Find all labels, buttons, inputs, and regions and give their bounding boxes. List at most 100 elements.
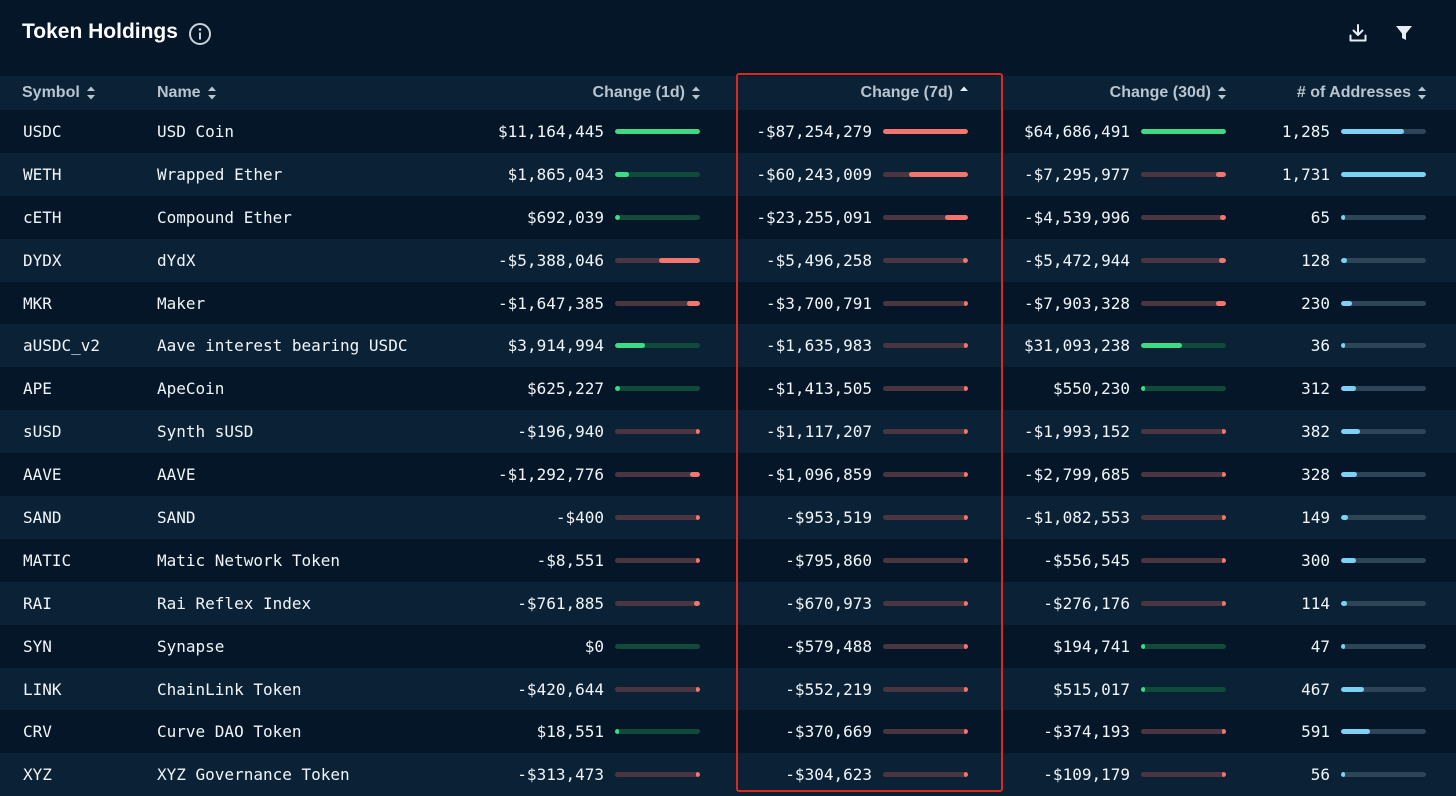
table-row[interactable]: WETH Wrapped Ether $1,865,043 -$60,243,009 -… xyxy=(0,152,1456,196)
table-row[interactable]: LINK ChainLink Token -$420,644 -$552,219 $51… xyxy=(0,667,1456,711)
table-row[interactable]: cETH Compound Ether $692,039 -$23,255,091 -$… xyxy=(0,195,1456,239)
address-count-bar xyxy=(1341,772,1426,778)
change-1d-value: -$400 xyxy=(555,507,604,527)
filter-button[interactable] xyxy=(1391,20,1417,46)
change-1d-value: -$420,644 xyxy=(517,679,604,699)
token-symbol: WETH xyxy=(23,164,62,184)
token-symbol: SYN xyxy=(23,636,52,656)
change-30d-value: -$276,176 xyxy=(1043,593,1130,613)
token-symbol: USDC xyxy=(23,121,62,141)
table-row[interactable]: SYN Synapse $0 -$579,488 $194,741 47 xyxy=(0,624,1456,668)
change-30d-bar-fill xyxy=(1141,129,1226,134)
address-count-bar-fill xyxy=(1341,386,1357,392)
change-7d-bar-fill xyxy=(964,772,968,778)
change-7d-bar xyxy=(883,472,968,478)
change-30d-value: -$7,295,977 xyxy=(1024,164,1130,184)
address-count-bar xyxy=(1341,257,1426,263)
change-1d-bar xyxy=(615,214,700,220)
table-row[interactable]: USDC USD Coin $11,164,445 -$87,254,279 $64,6… xyxy=(0,110,1456,153)
info-icon[interactable] xyxy=(188,22,212,46)
change-30d-bar xyxy=(1141,686,1226,692)
address-count-bar xyxy=(1341,171,1426,177)
table-row[interactable]: SAND SAND -$400 -$953,519 -$1,082,553 149 xyxy=(0,496,1456,539)
change-30d-bar xyxy=(1141,214,1226,220)
table-row[interactable]: DYDX dYdX -$5,388,046 -$5,496,258 -$5,472,94… xyxy=(0,238,1456,282)
change-1d-value: -$196,940 xyxy=(517,422,604,442)
table-row[interactable]: RAI Rai Reflex Index -$761,885 -$670,973 -$2… xyxy=(0,581,1456,625)
address-count-bar xyxy=(1341,729,1426,735)
change-1d-bar-fill xyxy=(615,129,700,134)
change-30d-bar-fill xyxy=(1216,171,1226,177)
change-30d-bar-fill xyxy=(1215,300,1226,306)
panel-header: Token Holdings xyxy=(0,0,1456,76)
token-name: Rai Reflex Index xyxy=(157,593,312,613)
change-7d-value: -$1,413,505 xyxy=(766,379,872,399)
token-name: Synth sUSD xyxy=(157,422,254,442)
column-header-name[interactable]: Name xyxy=(157,76,357,110)
change-30d-bar-fill xyxy=(1222,772,1226,778)
change-30d-value: -$1,082,553 xyxy=(1024,507,1130,527)
change-30d-value: -$4,539,996 xyxy=(1024,207,1130,227)
address-count: 128 xyxy=(1301,250,1330,270)
column-header-change-7d[interactable]: Change (7d) xyxy=(740,76,969,110)
change-7d-bar xyxy=(883,343,968,349)
address-count-bar-fill xyxy=(1341,171,1426,177)
change-30d-bar-fill xyxy=(1141,386,1145,392)
table-row[interactable]: CRV Curve DAO Token $18,551 -$370,669 -$374,… xyxy=(0,710,1456,754)
change-30d-bar xyxy=(1141,729,1226,735)
address-count-bar-fill xyxy=(1341,643,1345,649)
sort-icon xyxy=(86,86,95,100)
change-1d-value: $3,914,994 xyxy=(507,336,604,356)
token-symbol: sUSD xyxy=(23,422,62,442)
change-1d-value: $625,227 xyxy=(526,379,604,399)
table-row[interactable]: sUSD Synth sUSD -$196,940 -$1,117,207 -$1,99… xyxy=(0,410,1456,454)
change-30d-value: -$374,193 xyxy=(1043,722,1130,742)
download-icon xyxy=(1349,24,1367,42)
change-7d-bar xyxy=(883,257,968,263)
table-row[interactable]: MKR Maker -$1,647,385 -$3,700,791 -$7,903,32… xyxy=(0,281,1456,325)
change-7d-bar-fill xyxy=(883,129,968,134)
column-header-symbol[interactable]: Symbol xyxy=(22,76,142,110)
token-symbol: AAVE xyxy=(23,465,62,485)
token-name: dYdX xyxy=(157,250,196,270)
table-row[interactable]: XYZ XYZ Governance Token -$313,473 -$304,62… xyxy=(0,753,1456,796)
change-1d-bar-fill xyxy=(696,686,700,692)
table-row[interactable]: APE ApeCoin $625,227 -$1,413,505 $550,230 312 xyxy=(0,367,1456,411)
address-count: 312 xyxy=(1301,379,1330,399)
change-30d-bar-fill xyxy=(1218,257,1226,263)
change-7d-value: -$1,635,983 xyxy=(766,336,872,356)
change-7d-value: -$5,496,258 xyxy=(766,250,872,270)
address-count-bar xyxy=(1341,643,1426,649)
change-7d-value: -$552,219 xyxy=(785,679,872,699)
address-count: 1,731 xyxy=(1281,164,1330,184)
address-count-bar-fill xyxy=(1341,343,1345,349)
token-name: Aave interest bearing USDC xyxy=(157,336,408,356)
sort-ascending-icon xyxy=(960,86,968,91)
address-count: 114 xyxy=(1301,593,1330,613)
change-30d-value: $194,741 xyxy=(1052,636,1130,656)
change-1d-value: -$5,388,046 xyxy=(498,250,604,270)
address-count: 300 xyxy=(1301,550,1330,570)
column-header-addresses-label: # of Addresses xyxy=(1296,84,1411,101)
change-30d-bar xyxy=(1141,557,1226,563)
table-row[interactable]: aUSDC_v2 Aave interest bearing USDC $3,914… xyxy=(0,324,1456,368)
column-header-change-1d[interactable]: Change (1d) xyxy=(440,76,701,110)
change-7d-bar xyxy=(883,557,968,563)
column-header-change-30d[interactable]: Change (30d) xyxy=(1010,76,1227,110)
address-count-bar xyxy=(1341,129,1426,134)
change-1d-bar-fill xyxy=(696,429,700,435)
download-button[interactable] xyxy=(1345,20,1371,46)
change-1d-value: -$313,473 xyxy=(517,765,604,785)
change-7d-bar-fill xyxy=(964,515,968,521)
change-7d-value: -$304,623 xyxy=(785,765,872,785)
change-7d-bar xyxy=(883,686,968,692)
table-row[interactable]: AAVE AAVE -$1,292,776 -$1,096,859 -$2,799,68… xyxy=(0,453,1456,497)
change-7d-bar-fill xyxy=(964,429,968,435)
token-name: USD Coin xyxy=(157,121,235,141)
change-7d-value: -$1,117,207 xyxy=(766,422,872,442)
change-1d-bar xyxy=(615,515,700,521)
table-row[interactable]: MATIC Matic Network Token -$8,551 -$795,860… xyxy=(0,538,1456,582)
change-7d-bar xyxy=(883,429,968,435)
change-30d-bar-fill xyxy=(1222,429,1226,435)
column-header-addresses[interactable]: # of Addresses xyxy=(1240,76,1427,110)
